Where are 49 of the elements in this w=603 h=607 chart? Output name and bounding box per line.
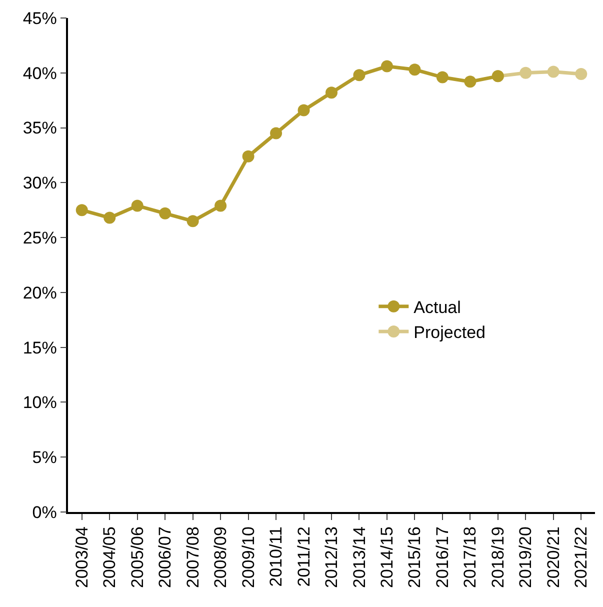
x-tick-label: 2008/09 [211, 526, 230, 588]
x-tick-label: 2006/07 [156, 526, 175, 588]
x-tick-label: 2011/12 [294, 526, 314, 587]
x-tick-label: 2017/18 [460, 526, 480, 588]
point [298, 104, 310, 116]
x-tick-label: 2004/05 [100, 526, 120, 588]
point [159, 207, 172, 220]
point [131, 200, 144, 212]
y-tick-label: 15% [22, 338, 57, 358]
point [380, 60, 393, 72]
x-tick-label: 2013/14 [350, 526, 369, 588]
y-tick-label: 30% [22, 174, 57, 193]
x-tick-label: 2021/22 [572, 526, 591, 588]
point [353, 69, 366, 82]
x-tick-label: 2010/11 [266, 526, 286, 587]
y-tick-label: 5% [32, 448, 57, 468]
x-tick-label: 2015/16 [405, 526, 424, 588]
point [186, 215, 199, 228]
x-tick-label: 2007/08 [183, 526, 202, 588]
y-tick-label: 20% [22, 283, 57, 302]
y-tick-label: 45% [22, 8, 57, 28]
legend-label: Projected [414, 323, 486, 342]
point [326, 86, 338, 99]
y-tick-label: 0% [32, 502, 57, 522]
legend-label: Actual [414, 298, 461, 318]
y-tick-label: 10% [22, 393, 57, 412]
y-tick-label: 35% [22, 118, 57, 138]
point [520, 66, 532, 79]
x-tick-label: 2012/13 [322, 526, 342, 588]
point [464, 76, 476, 88]
point [104, 212, 116, 224]
point [575, 68, 588, 80]
point [242, 150, 254, 162]
point [547, 66, 560, 78]
point [436, 71, 448, 84]
point [408, 64, 421, 76]
x-tick-label: 2009/10 [238, 526, 258, 588]
x-tick-label: 2005/06 [128, 526, 147, 588]
x-tick-label: 2016/17 [432, 526, 452, 588]
x-tick-label: 2019/20 [516, 526, 536, 588]
point [270, 127, 282, 140]
y-tick-label: 25% [22, 228, 57, 248]
x-tick-label: 2018/19 [488, 526, 508, 588]
x-tick-label: 2020/21 [544, 526, 563, 588]
x-tick-label: 2003/04 [72, 526, 92, 588]
point [76, 204, 88, 216]
point [214, 200, 227, 212]
x-tick-label: 2014/15 [377, 526, 396, 588]
y-tick-label: 40% [22, 64, 57, 83]
